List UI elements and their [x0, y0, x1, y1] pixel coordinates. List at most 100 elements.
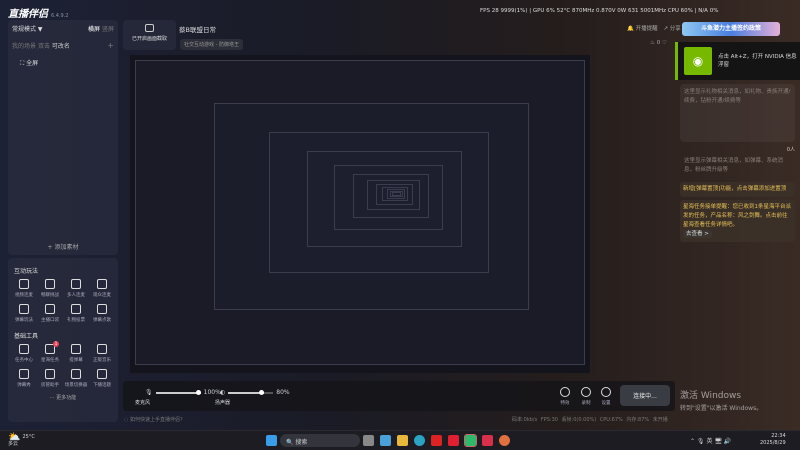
start-icon[interactable] [266, 435, 277, 446]
tool-icon [45, 304, 55, 314]
tool-label: 弹幕点歌 [93, 318, 111, 323]
speaker-control[interactable]: ◐ 80% [220, 389, 290, 396]
settings-button[interactable]: 设置 [601, 387, 611, 406]
search-box[interactable]: 🔍 搜索 [280, 434, 360, 447]
notification-badge: 1 [53, 341, 59, 347]
nvidia-text: 点击 Alt+Z，打开 NVIDIA 信息浮窗 [718, 54, 797, 68]
add-source-button[interactable]: + 添加素材 [47, 244, 79, 251]
tool-basic_tools-2[interactable]: 提弹幕 [63, 344, 89, 363]
tool-label: 下播话题 [93, 383, 111, 388]
control-bar: 🎙 100% 麦克风 ◐ 80% 扬声器 特效 录制 设置 连接中... [123, 381, 675, 411]
help-link[interactable]: ◌ 如何快速上手直播伴侣? [124, 417, 183, 423]
notice-task: 星海任务接单提醒：您已收到1条星海平台派发的任务，产品名称：风之剑舞。点击前往星… [680, 200, 795, 242]
likes-count: ♨ 0 ♡ [650, 40, 667, 46]
share-button[interactable]: ↗ 分享 [663, 26, 681, 32]
danmaku-messages: 这里显示弹幕相关消息，如弹幕、系统消息，粉丝牌升级等 [684, 158, 784, 173]
mic-control[interactable]: 🎙 100% [145, 389, 221, 396]
scene-item[interactable]: ⛶ 全屏 [20, 60, 39, 67]
tool-icon [97, 304, 107, 314]
tool-icon [97, 344, 107, 354]
tool-interactive-1[interactable]: 畅聊挑战 [37, 279, 63, 298]
hint: 双击 [37, 43, 50, 50]
landscape-tab[interactable]: 横屏 [88, 26, 101, 33]
tool-label: 畅聊挑战 [41, 293, 59, 298]
wps-icon[interactable] [431, 435, 442, 446]
tool-label: 任务中心 [15, 358, 33, 363]
tool-interactive-2[interactable]: 多人连麦 [63, 279, 89, 298]
tool-basic_tools-1[interactable]: 1 星海任务 [37, 341, 63, 363]
tool-interactive-7[interactable]: 弹幕点歌 [89, 304, 115, 323]
app-pink-icon[interactable] [482, 435, 493, 446]
message-panel: 这里显示礼物相关消息，如礼物、贵族开通/续费，钻粉开通/续费等 0人 这里显示弹… [680, 84, 795, 242]
task-view-icon[interactable] [363, 435, 374, 446]
weather-widget[interactable]: ⛅ 25°C 多云 [8, 432, 35, 448]
app-red-icon[interactable] [448, 435, 459, 446]
tool-label: 主播口袋 [41, 318, 59, 323]
goto-button[interactable]: 去查看 > [683, 230, 712, 238]
tool-interactive-6[interactable]: 礼物投票 [63, 304, 89, 323]
tool-basic_tools-6[interactable]: 场景切换器 [63, 369, 89, 388]
more-features-button[interactable]: ··· 更多功能 [49, 395, 77, 401]
status-stats: 码率:0kb/s FPS:30 丢帧:0(0.00%) CPU:67% 内存:8… [512, 417, 668, 423]
notify-button[interactable]: 🔔 开播提醒 [627, 26, 658, 32]
tool-icon [71, 344, 81, 354]
tool-icon [97, 279, 107, 289]
mic-level: 100% [203, 389, 221, 396]
system-tray[interactable]: ⌃ 🎙 英 🖥 🔊 [690, 438, 732, 445]
tool-interactive-0[interactable]: 视频连麦 [11, 279, 37, 298]
stream-preview[interactable] [130, 55, 590, 373]
taskbar: ⛅ 25°C 多云 🔍 搜索 ⌃ 🎙 英 🖥 🔊 22:34 2025/8/29 [0, 430, 800, 450]
hint-rename: 可改名 [51, 43, 70, 50]
streamer-app-icon[interactable] [464, 434, 477, 447]
tool-label: 星海任务 [41, 358, 59, 363]
tool-icon [19, 344, 29, 354]
activate-windows-watermark: 激活 Windows 转到"设置"以激活 Windows。 [680, 391, 763, 412]
tool-label: 礼物投票 [67, 318, 85, 323]
tool-label: 正版音乐 [93, 358, 111, 363]
record-button[interactable]: 录制 [581, 387, 591, 406]
tool-basic_tools-0[interactable]: 任务中心 [11, 344, 37, 363]
tool-label: 弹幕秀 [17, 383, 31, 388]
tool-interactive-5[interactable]: 主播口袋 [37, 304, 63, 323]
nested-preview-frame [392, 191, 402, 196]
tool-basic_tools-3[interactable]: 正版音乐 [89, 344, 115, 363]
connect-button[interactable]: 连接中... [620, 385, 670, 406]
portrait-tab[interactable]: 竖屏 [101, 26, 114, 33]
explorer-icon[interactable] [397, 435, 408, 446]
tool-label: 提弹幕 [69, 358, 83, 363]
tool-icon [19, 304, 29, 314]
tool-basic_tools-7[interactable]: 下播话题 [89, 369, 115, 388]
viewer-count: 0人 [786, 147, 795, 153]
tool-icon [45, 279, 55, 289]
clock[interactable]: 22:34 2025/8/29 [760, 433, 786, 446]
store-icon[interactable] [380, 435, 391, 446]
tool-basic_tools-5[interactable]: 房管助手 [37, 369, 63, 388]
effects-button[interactable]: 特效 [560, 387, 570, 406]
tool-icon [19, 279, 29, 289]
tool-label: 观众连麦 [93, 293, 111, 298]
stream-title[interactable]: 蔡B联盟日常 [179, 26, 216, 34]
tool-label: 弹幕玩法 [15, 318, 33, 323]
tool-icon [19, 369, 29, 379]
capture-label: 已开启画面截取 [131, 36, 167, 42]
mic-slider[interactable] [155, 389, 201, 395]
tool-interactive-3[interactable]: 观众连麦 [89, 279, 115, 298]
speaker-slider[interactable] [228, 389, 274, 395]
tool-icon [71, 279, 81, 289]
tool-interactive-4[interactable]: 弹幕玩法 [11, 304, 37, 323]
speaker-label: 扬声器 [215, 400, 231, 406]
add-scene-button[interactable]: + [107, 41, 114, 50]
tools-panel: 互动玩法 视频连麦 畅聊挑战 多人连麦 观众连麦 弹幕玩法 主播口袋 礼物投票 弹幕点歌 基础… [8, 258, 118, 422]
tool-icon [97, 369, 107, 379]
category-tag[interactable]: 社交互动游戏 - 防御塔王 [180, 39, 243, 50]
notice-pin: 新增[弹幕置顶]功能，点击弹幕添加进置顶 [680, 182, 795, 197]
mode-dropdown[interactable]: 常规模式 ▼ [12, 26, 43, 33]
edge-icon[interactable] [414, 435, 425, 446]
app-avatar-icon[interactable] [499, 435, 510, 446]
speaker-icon: ◐ [220, 389, 226, 396]
capture-button[interactable]: 已开启画面截取 [123, 20, 176, 50]
tool-basic_tools-4[interactable]: 弹幕秀 [11, 369, 37, 388]
nvidia-notification[interactable]: ◉ 点击 Alt+Z，打开 NVIDIA 信息浮窗 [675, 42, 800, 80]
promo-banner[interactable]: 斗鱼潜力主播签约政策 [682, 22, 780, 36]
tool-label: 房管助手 [41, 383, 59, 388]
